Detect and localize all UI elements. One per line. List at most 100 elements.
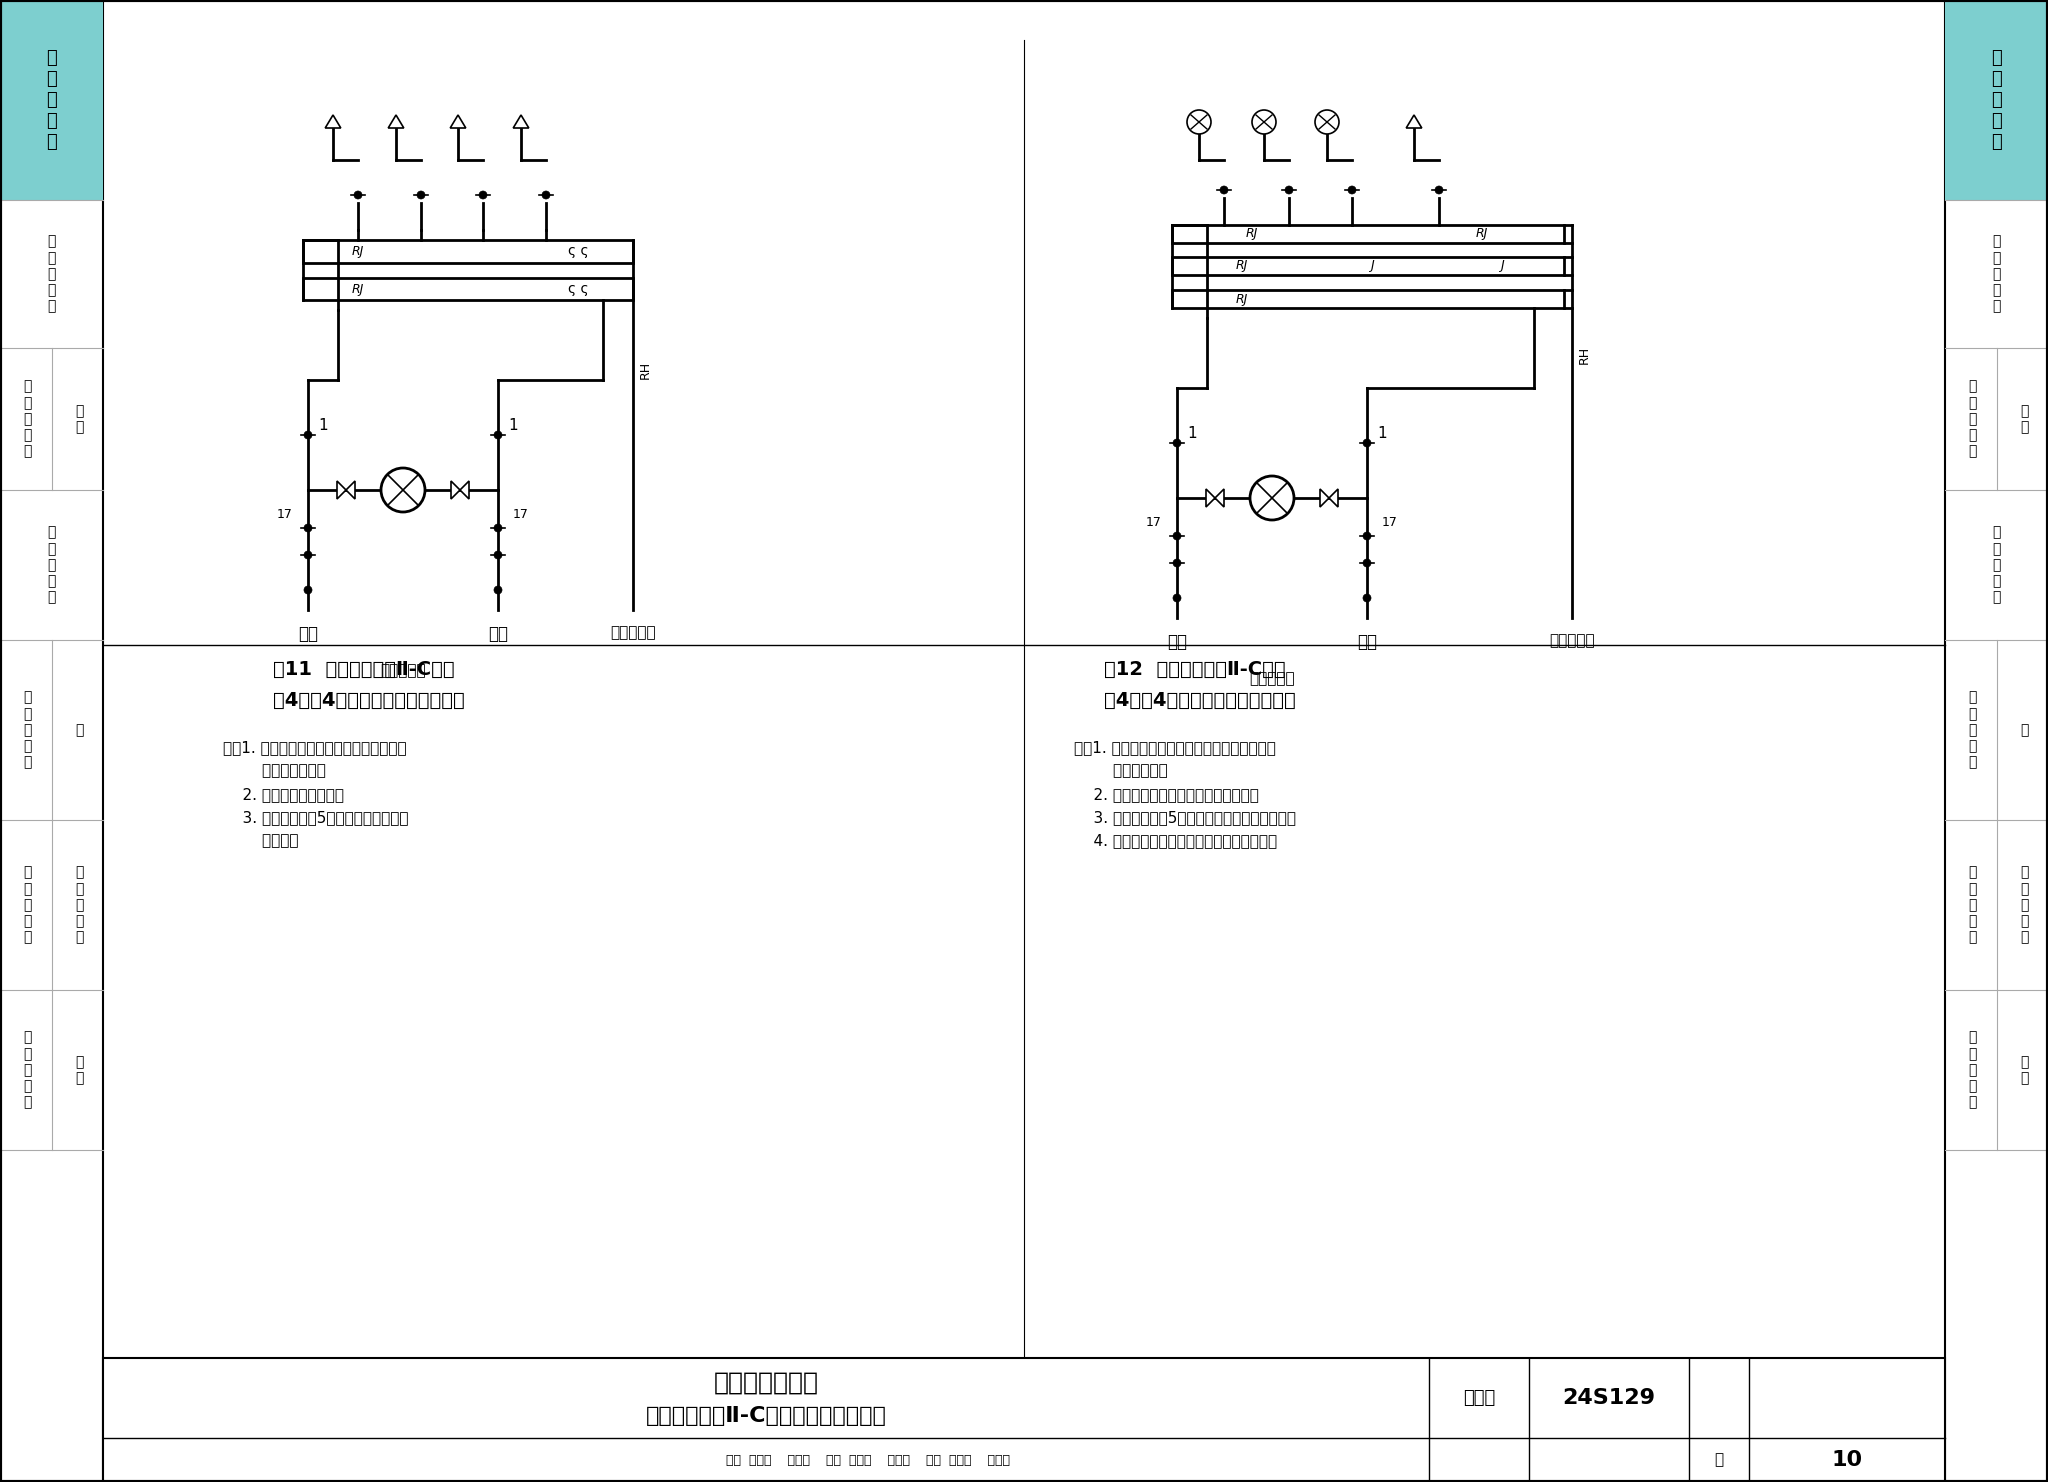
Text: ς ς: ς ς	[567, 245, 588, 258]
Text: 1: 1	[317, 418, 328, 433]
Bar	[303, 279, 633, 299]
Text: 24S129: 24S129	[1563, 1389, 1655, 1408]
Circle shape	[1174, 439, 1182, 448]
Text: 热
水
专
用
消: 热 水 专 用 消	[76, 865, 84, 944]
Polygon shape	[1214, 489, 1225, 507]
Text: 电: 电	[2019, 723, 2028, 737]
Circle shape	[1315, 110, 1339, 133]
Text: 热水回水管: 热水回水管	[610, 625, 655, 640]
Circle shape	[1174, 559, 1182, 568]
Text: 流
量
平
衡
阀: 流 量 平 衡 阀	[1968, 379, 1976, 458]
Circle shape	[1221, 187, 1229, 194]
Text: 页: 页	[1714, 1452, 1724, 1467]
Circle shape	[418, 191, 426, 199]
Text: 17: 17	[1382, 517, 1399, 529]
Polygon shape	[451, 482, 461, 499]
Text: 冷水: 冷水	[1358, 633, 1376, 651]
Text: J: J	[1370, 259, 1374, 273]
Text: 恒温混合阀（Ⅱ-C型）应用系统原理图: 恒温混合阀（Ⅱ-C型）应用系统原理图	[645, 1406, 887, 1426]
Text: 注：1. 按设计计算叠加流量选用供成组器具用的
        恒温混合阀。
    2. 用于恒温热水与冷水双管可调供水。
    3. 供大于或等于5个淋浴: 注：1. 按设计计算叠加流量选用供成组器具用的 恒温混合阀。 2. 用于恒温热水…	[1073, 740, 1296, 849]
Text: 1: 1	[508, 418, 518, 433]
Text: RJ: RJ	[352, 283, 365, 295]
Text: 17: 17	[1147, 517, 1161, 529]
Circle shape	[1251, 110, 1276, 133]
Text: RH: RH	[1577, 345, 1591, 365]
Text: 静
态: 静 态	[2019, 405, 2028, 434]
Polygon shape	[461, 482, 469, 499]
Text: 17: 17	[276, 508, 293, 522]
Text: 胶
囊
膨
胀
罐: 胶 囊 膨 胀 罐	[1968, 1030, 1976, 1110]
Circle shape	[303, 551, 311, 559]
Text: 恒
温
混
合
阀: 恒 温 混 合 阀	[1991, 49, 2001, 151]
Text: 温
控
循
环
阀: 温 控 循 环 阀	[1993, 234, 2001, 313]
Bar	[0, 0, 102, 1482]
Text: RJ: RJ	[352, 245, 365, 258]
Text: 热水回水管: 热水回水管	[1548, 633, 1595, 648]
Bar	[1171, 256, 1565, 276]
Text: 电: 电	[76, 723, 84, 737]
Circle shape	[1364, 594, 1370, 602]
Text: 毒
灭
菌
装
置: 毒 灭 菌 装 置	[1968, 865, 1976, 944]
Polygon shape	[346, 482, 354, 499]
Circle shape	[479, 191, 487, 199]
Text: 图集号: 图集号	[1462, 1389, 1495, 1406]
Text: RJ: RJ	[1477, 228, 1489, 240]
Text: 胶
囊
膨
胀
罐: 胶 囊 膨 胀 罐	[25, 1030, 33, 1110]
Circle shape	[1174, 532, 1182, 539]
Circle shape	[1436, 187, 1444, 194]
Polygon shape	[1321, 489, 1329, 507]
Text: 毒
灭
菌
装
置: 毒 灭 菌 装 置	[25, 865, 33, 944]
Text: 温
控
循
环
阀: 温 控 循 环 阀	[47, 234, 55, 313]
Circle shape	[381, 468, 426, 511]
Circle shape	[543, 191, 551, 199]
Text: 10: 10	[1831, 1449, 1862, 1470]
Text: 恒温混合阀: 恒温混合阀	[1249, 671, 1294, 686]
Circle shape	[1174, 594, 1182, 602]
Polygon shape	[338, 482, 346, 499]
Circle shape	[1364, 559, 1370, 568]
Circle shape	[1348, 187, 1356, 194]
Text: 热
水
专
用
消: 热 水 专 用 消	[2019, 865, 2028, 944]
Text: 1: 1	[1376, 425, 1386, 440]
Bar	[1946, 0, 2048, 1482]
Bar	[1946, 0, 2048, 200]
Text: RJ: RJ	[1235, 292, 1247, 305]
Text: RH: RH	[639, 362, 651, 379]
Text: 流
量
平
衡
阀: 流 量 平 衡 阀	[25, 379, 33, 458]
Text: 热
水
循
环
泵: 热 水 循 环 泵	[1993, 526, 2001, 605]
Text: 冷水: 冷水	[487, 625, 508, 643]
Text: 热
水
循
环
泵: 热 水 循 环 泵	[47, 526, 55, 605]
Text: 热水: 热水	[299, 625, 317, 643]
Circle shape	[1284, 187, 1292, 194]
Text: J: J	[1499, 259, 1503, 273]
Text: 恒温混合阀: 恒温混合阀	[381, 662, 426, 677]
Text: 静
态: 静 态	[76, 405, 84, 434]
Text: 恒
温
混
合
阀: 恒 温 混 合 阀	[47, 49, 57, 151]
Circle shape	[494, 431, 502, 439]
Text: 1: 1	[1188, 425, 1196, 440]
Text: RJ: RJ	[1245, 228, 1257, 240]
Text: 审核  张燕平    栋工平    校对  李建业    考乙心    设计  刘振印    刘阳阳: 审核 张燕平 栋工平 校对 李建业 考乙心 设计 刘振印 刘阳阳	[725, 1454, 1010, 1467]
Text: 17: 17	[512, 508, 528, 522]
Polygon shape	[1206, 489, 1214, 507]
Circle shape	[1188, 110, 1210, 133]
Polygon shape	[1329, 489, 1337, 507]
Text: 脉
冲
阻
垢
器: 脉 冲 阻 垢 器	[1968, 691, 1976, 769]
Bar	[102, 1358, 1946, 1482]
Text: 热水: 热水	[1167, 633, 1188, 651]
Bar	[303, 240, 633, 262]
Circle shape	[494, 551, 502, 559]
Text: 立
式: 立 式	[76, 1055, 84, 1085]
Text: 立
式: 立 式	[2019, 1055, 2028, 1085]
Bar	[1171, 290, 1565, 308]
Text: 脉
冲
阻
垢
器: 脉 冲 阻 垢 器	[25, 691, 33, 769]
Circle shape	[303, 585, 311, 594]
Circle shape	[494, 585, 502, 594]
Text: 图11  恒温混合阀（Ⅱ-C型）
供4个及4个以上淋浴器用水（一）: 图11 恒温混合阀（Ⅱ-C型） 供4个及4个以上淋浴器用水（一）	[272, 659, 465, 710]
Circle shape	[303, 431, 311, 439]
Text: 局部热水系统的: 局部热水系统的	[713, 1371, 819, 1395]
Bar	[0, 0, 102, 200]
Circle shape	[1249, 476, 1294, 520]
Bar	[1171, 225, 1565, 243]
Circle shape	[354, 191, 362, 199]
